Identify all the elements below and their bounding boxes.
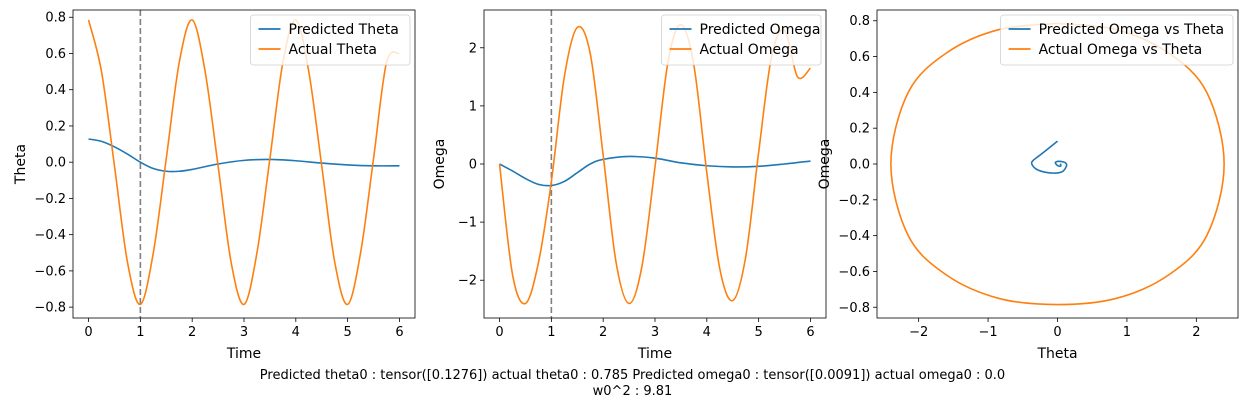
- y-tick-label: 0.8: [45, 11, 66, 26]
- x-tick-label: 0: [1053, 325, 1061, 340]
- legend-box: [661, 14, 822, 66]
- caption-line-1: Predicted theta0 : tensor([0.1276]) actu…: [259, 368, 1006, 383]
- chart-panel-3: −2 −1 0 1 2 −0.8 −0.6 −0.4 −0.2 0.0 0.2 0.4 0.6 0.8 Th…: [817, 9, 1239, 362]
- x-tick-label: 4: [703, 325, 711, 340]
- x-tick-label: 3: [651, 325, 659, 340]
- y-tick-label: 0.2: [849, 122, 870, 137]
- x-tick-label: −1: [978, 325, 997, 340]
- x-tick-label: 1: [1123, 325, 1131, 340]
- legend-label: Actual Theta: [289, 42, 377, 58]
- y-tick-label: 0.0: [45, 156, 66, 171]
- legend-box: [1000, 14, 1234, 66]
- x-tick-label: −2: [909, 325, 928, 340]
- legend-label: Predicted Omega vs Theta: [1039, 22, 1225, 38]
- legend: Predicted Omega vs Theta Actual Omega vs …: [1000, 14, 1234, 66]
- y-tick-label: 1: [469, 99, 477, 114]
- series-line-predicted-theta: [88, 138, 400, 173]
- series-line-actual-theta: [87, 19, 400, 306]
- chart-panel-1: 0 1 2 3 4 5 6 −0.8 −0.6 −0.4 −0.2 0.0 0.2 0.4 0.6 0.8 Ti…: [13, 9, 416, 362]
- x-tick-label: 4: [292, 325, 300, 340]
- y-tick-label: 2: [469, 41, 477, 56]
- y-tick-label: −0.4: [34, 228, 66, 243]
- x-tick-label: 5: [754, 325, 762, 340]
- legend: Predicted Theta Actual Theta: [250, 14, 411, 66]
- legend-label: Actual Omega: [700, 42, 799, 58]
- y-tick-label: −0.6: [34, 264, 66, 279]
- y-tick-label: −2: [458, 274, 477, 289]
- y-tick-label: 0.6: [849, 50, 870, 65]
- axes-frame: [483, 9, 827, 319]
- x-tick-label: 1: [136, 325, 144, 340]
- x-tick-label: 1: [547, 325, 555, 340]
- y-tick-label: 0.0: [849, 158, 870, 173]
- legend-label: Actual Omega vs Theta: [1039, 42, 1203, 58]
- x-tick-label: 3: [240, 325, 248, 340]
- x-axis-label: Time: [637, 346, 672, 362]
- x-tick-label: 2: [1192, 325, 1200, 340]
- series-line-predicted-omega-vs-theta: [1030, 140, 1068, 174]
- x-tick-label: 6: [395, 325, 403, 340]
- y-tick-label: −0.4: [838, 229, 870, 244]
- y-tick-label: −0.2: [838, 193, 870, 208]
- series-line-actual-omega: [498, 23, 812, 305]
- series-line-actual-omega-vs-theta: [890, 22, 1225, 306]
- x-tick-label: 2: [188, 325, 196, 340]
- y-axis-label: Theta: [13, 144, 29, 185]
- x-tick-label: 2: [599, 325, 607, 340]
- y-tick-label: −0.6: [838, 265, 870, 280]
- x-tick-label: 0: [84, 325, 92, 340]
- axes-frame: [876, 9, 1239, 319]
- x-axis-label: Theta: [1036, 346, 1077, 362]
- y-tick-label: 0.4: [45, 83, 66, 98]
- figure-canvas: 0 1 2 3 4 5 6 −0.8 −0.6 −0.4 −0.2 0.0 0.2 0.4 0.6 0.8 Ti…: [13, 9, 1239, 362]
- y-tick-label: −0.8: [34, 301, 66, 316]
- caption-line-2: w0^2 : 9.81: [592, 384, 673, 399]
- legend-label: Predicted Theta: [289, 22, 399, 38]
- legend-box: [250, 14, 411, 66]
- y-axis-label: Omega: [817, 139, 833, 190]
- x-axis-label: Time: [226, 346, 261, 362]
- y-tick-label: −0.8: [838, 301, 870, 316]
- chart-panel-2: 0 1 2 3 4 5 6 −2 −1 0 1 2 Time Omega Predicted Omega Ac…: [432, 9, 827, 362]
- legend-label: Predicted Omega: [700, 22, 821, 38]
- legend: Predicted Omega Actual Omega: [661, 14, 822, 66]
- y-tick-label: −0.2: [34, 192, 66, 207]
- x-tick-label: 6: [806, 325, 814, 340]
- y-tick-label: 0: [469, 158, 477, 173]
- y-tick-label: 0.2: [45, 119, 66, 134]
- y-axis-label: Omega: [432, 139, 448, 190]
- axes-frame: [72, 9, 416, 319]
- y-tick-label: 0.8: [849, 14, 870, 29]
- x-tick-label: 5: [343, 325, 351, 340]
- y-tick-label: 0.4: [849, 86, 870, 101]
- y-tick-label: −1: [458, 216, 477, 231]
- y-tick-label: 0.6: [45, 47, 66, 62]
- x-tick-label: 0: [495, 325, 503, 340]
